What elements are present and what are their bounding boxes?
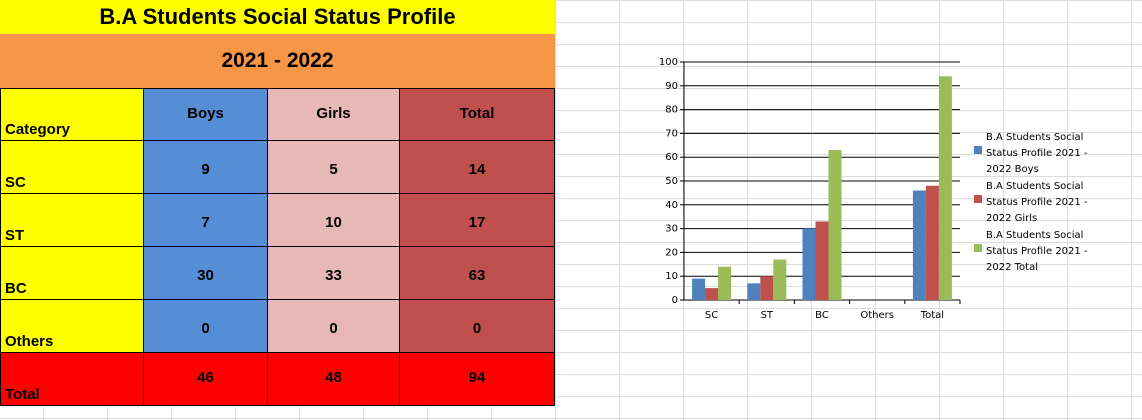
legend-label: Status Profile 2021 - — [986, 197, 1088, 208]
bar — [718, 266, 732, 300]
header-boys-cell[interactable]: Boys — [144, 88, 268, 141]
row-bc-total-cell[interactable]: 63 — [400, 247, 555, 300]
row-boys: 0 — [201, 320, 210, 337]
row-girls: 10 — [325, 214, 342, 231]
legend-label: 2022 Total — [986, 262, 1038, 273]
row-total: 14 — [468, 161, 486, 178]
row-bc-boys-cell[interactable]: 30 — [144, 247, 268, 300]
row-total: 63 — [468, 267, 486, 284]
y-tick-label: 100 — [659, 57, 678, 68]
y-tick-label: 10 — [665, 271, 678, 282]
row-category: ST — [5, 227, 25, 244]
header-girls-cell[interactable]: Girls — [268, 88, 400, 141]
chart-object[interactable]: 0 10 20 30 40 50 60 70 80 90 100 SC ST BC Others Total B… — [640, 52, 1090, 347]
row-girls: 33 — [325, 267, 342, 284]
sheet-title[interactable]: B.A Students Social Status Profile — [0, 0, 555, 34]
y-tick-label: 80 — [665, 105, 678, 116]
y-tick-label: 40 — [665, 200, 678, 211]
row-sc-boys-cell[interactable]: 9 — [144, 141, 268, 194]
bar — [802, 228, 816, 300]
row-st-category-cell[interactable]: ST — [0, 194, 144, 247]
row-total: 0 — [472, 320, 482, 337]
row-girls: 48 — [325, 369, 342, 386]
bar — [938, 76, 952, 300]
bar — [828, 150, 842, 300]
header-category: Category — [5, 121, 71, 138]
header-total-cell[interactable]: Total — [400, 88, 555, 141]
x-tick-label: Others — [860, 310, 894, 321]
row-girls: 5 — [329, 161, 338, 178]
legend-label: Status Profile 2021 - — [986, 148, 1088, 159]
y-tick-label: 20 — [665, 247, 678, 258]
x-tick-label: SC — [705, 310, 718, 321]
legend-label: B.A Students Social — [986, 230, 1083, 241]
row-others-boys-cell[interactable]: 0 — [144, 300, 268, 353]
header-category-cell[interactable]: Category — [0, 88, 144, 141]
x-tick-label: Total — [920, 310, 944, 321]
row-total-total-cell[interactable]: 94 — [400, 353, 555, 406]
sheet-year[interactable]: 2021 - 2022 — [0, 34, 555, 88]
y-tick-label: 0 — [672, 295, 678, 306]
legend-swatch — [974, 146, 982, 154]
legend-label: 2022 Boys — [986, 164, 1039, 175]
row-total-boys-cell[interactable]: 46 — [144, 353, 268, 406]
row-category: Total — [5, 386, 40, 403]
bar — [912, 190, 926, 300]
header-girls: Girls — [316, 105, 351, 122]
row-others-total-cell[interactable]: 0 — [400, 300, 555, 353]
row-sc-total-cell[interactable]: 14 — [400, 141, 555, 194]
row-others-category-cell[interactable]: Others — [0, 300, 144, 353]
bar — [692, 278, 706, 300]
row-st-boys-cell[interactable]: 7 — [144, 194, 268, 247]
row-st-girls-cell[interactable]: 10 — [268, 194, 400, 247]
row-category: SC — [5, 174, 26, 191]
legend-swatch — [974, 195, 982, 203]
bar — [773, 259, 787, 300]
y-tick-label: 50 — [665, 176, 678, 187]
row-total: 17 — [468, 214, 486, 231]
y-tick-label: 70 — [665, 128, 678, 139]
legend-label: B.A Students Social — [986, 132, 1083, 143]
row-others-girls-cell[interactable]: 0 — [268, 300, 400, 353]
row-boys: 9 — [201, 161, 210, 178]
row-total: 94 — [468, 369, 486, 386]
x-tick-label: ST — [761, 310, 774, 321]
row-sc-category-cell[interactable]: SC — [0, 141, 144, 194]
row-sc-girls-cell[interactable]: 5 — [268, 141, 400, 194]
row-total-girls-cell[interactable]: 48 — [268, 353, 400, 406]
row-st-total-cell[interactable]: 17 — [400, 194, 555, 247]
bar — [760, 276, 774, 300]
row-boys: 7 — [201, 214, 210, 231]
legend-label: 2022 Girls — [986, 213, 1037, 224]
row-boys: 46 — [197, 369, 214, 386]
bar-chart[interactable]: 0 10 20 30 40 50 60 70 80 90 100 SC ST BC Others Total B… — [640, 52, 1090, 342]
row-girls: 0 — [329, 320, 338, 337]
y-tick-label: 30 — [665, 224, 678, 235]
bar — [815, 221, 829, 300]
legend-swatch — [974, 244, 982, 252]
y-tick-label: 60 — [665, 152, 678, 163]
row-category: BC — [5, 280, 27, 297]
row-bc-girls-cell[interactable]: 33 — [268, 247, 400, 300]
x-tick-label: BC — [815, 310, 829, 321]
bar — [925, 185, 939, 300]
row-category: Others — [5, 333, 54, 350]
row-bc-category-cell[interactable]: BC — [0, 247, 144, 300]
row-boys: 30 — [197, 267, 214, 284]
row-total-category-cell[interactable]: Total — [0, 353, 144, 406]
y-tick-label: 90 — [665, 81, 678, 92]
legend-label: B.A Students Social — [986, 181, 1083, 192]
header-total: Total — [459, 105, 495, 122]
header-boys: Boys — [187, 105, 224, 122]
bar — [747, 283, 761, 300]
legend-label: Status Profile 2021 - — [986, 246, 1088, 257]
bar — [705, 288, 719, 300]
